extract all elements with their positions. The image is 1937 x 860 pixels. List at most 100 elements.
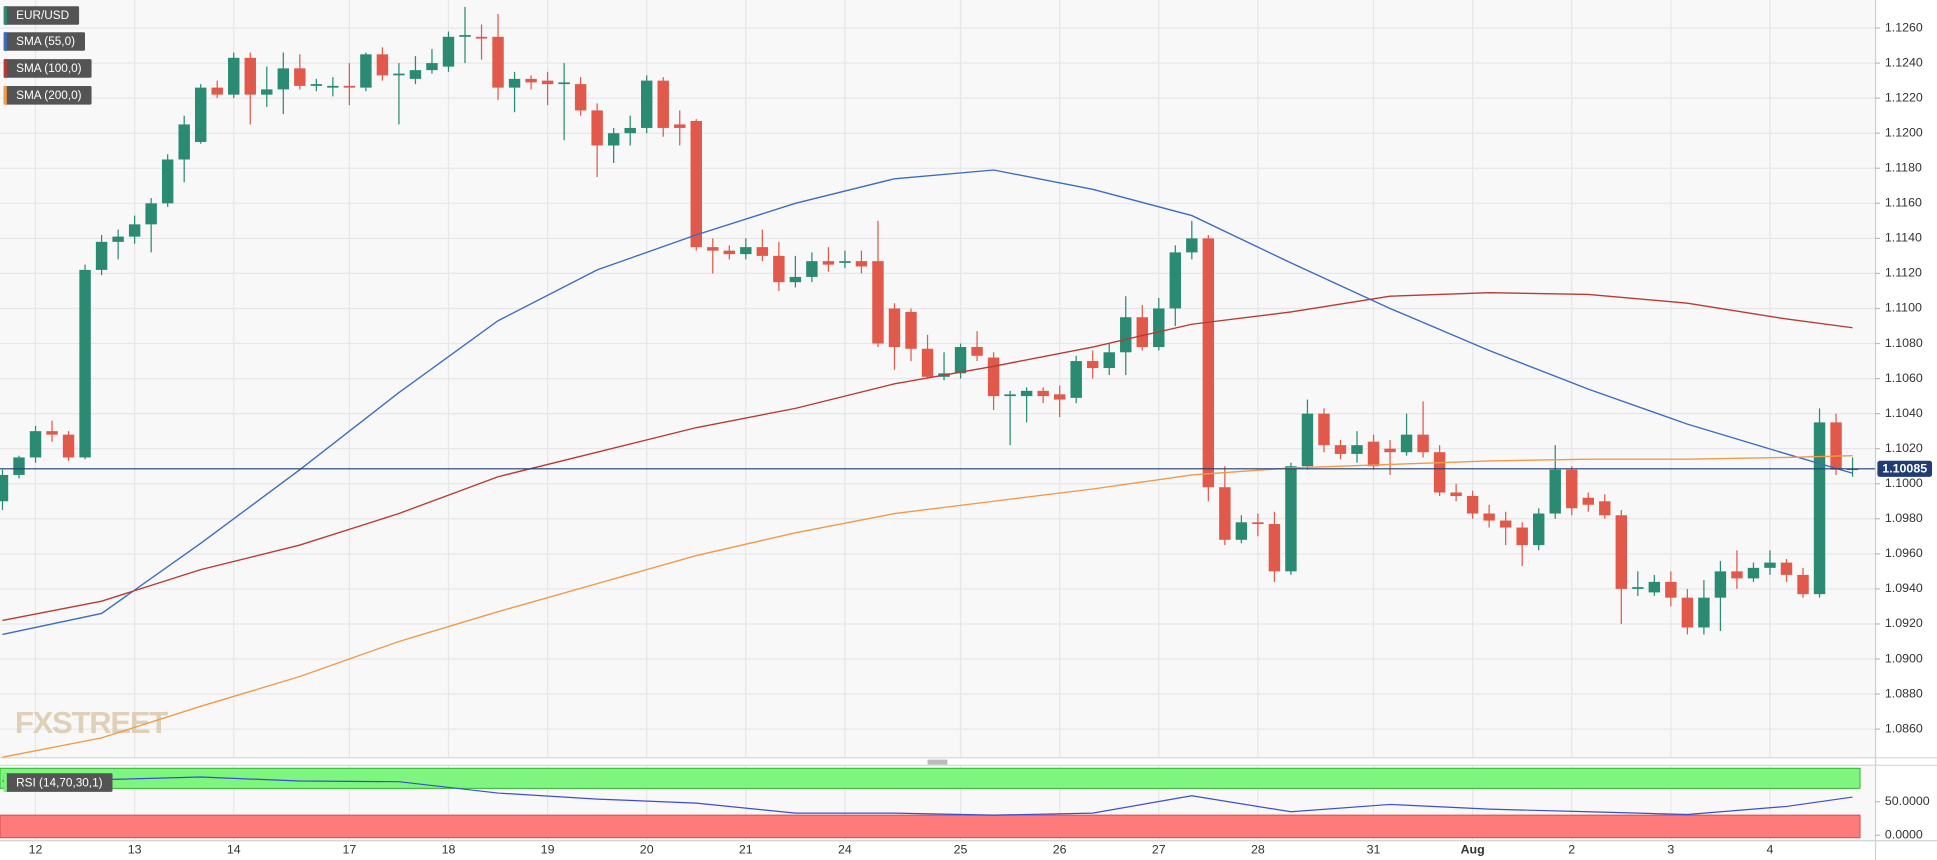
sma-line [2,455,1853,758]
y-tick-label: 1.1140 [1885,231,1922,245]
candle-body [822,261,835,265]
last-price-label: 1.10085 [1882,462,1927,476]
y-tick-label: 1.1100 [1885,301,1922,315]
x-tick-label: 14 [227,842,241,856]
candle-body [409,70,422,79]
candle-body [1020,390,1033,397]
candle-body [1483,513,1495,521]
rsi-legend[interactable]: RSI (14,70,30,1) [3,773,113,792]
legend-label[interactable]: RSI (14,70,30,1) [16,776,102,789]
x-tick-label: 2 [1568,842,1575,856]
y-tick-label: 1.1160 [1885,196,1922,210]
rsi-tick-label: 50.0000 [1885,794,1930,808]
candle-body [1153,308,1165,348]
y-tick-label: 1.1060 [1885,371,1923,385]
legend-swatch [3,773,7,792]
candle-body [1351,445,1363,454]
y-tick-label: 1.1220 [1885,90,1923,104]
candle-body [1549,469,1561,514]
candle-body [1384,448,1396,453]
watermark: FXSTREET [15,705,168,740]
legend-label[interactable]: EUR/USD [16,9,69,22]
candle-body [657,80,669,128]
resize-handle[interactable] [927,759,948,765]
y-tick-label: 1.0940 [1885,581,1923,595]
legend-swatch [3,6,7,25]
x-tick-label: 18 [442,842,456,856]
candle-body [426,63,438,71]
y-tick-label: 1.1260 [1885,20,1923,34]
candle-body [1120,317,1132,353]
legend-swatch [3,86,7,105]
candle-body [1450,492,1462,497]
candle-body [442,36,455,67]
candle-body [1780,562,1793,575]
candle-body [574,84,587,111]
candle-body [1301,413,1314,467]
x-tick-label: 26 [1053,842,1067,856]
candle-body [1086,361,1099,369]
legend-label[interactable]: SMA (200,0) [16,89,82,102]
x-tick-label: 17 [342,842,356,856]
candle-body [806,261,818,277]
legend-label[interactable]: SMA (55,0) [16,35,75,48]
y-tick-label: 1.0860 [1885,721,1923,735]
candle-body [525,78,537,83]
legend-box[interactable] [3,32,85,51]
candle-body [145,203,157,225]
x-tick-label: 24 [838,842,852,856]
candle-body [46,431,58,435]
candle-body [1846,468,1859,471]
candle-body [1219,487,1231,540]
candle-body [1252,522,1264,525]
legend-item[interactable]: SMA (55,0) [3,32,85,51]
x-tick-label: 31 [1367,842,1381,856]
candle-body [773,255,785,283]
legend-box[interactable] [3,773,113,792]
legend-box[interactable] [3,6,80,25]
y-tick-label: 1.0900 [1885,651,1923,665]
candle-body [1285,466,1297,572]
candle-body [244,57,256,95]
legend-swatch [3,32,7,51]
overbought-band [0,767,1861,789]
candle-body [508,78,521,88]
candle-body [1318,413,1330,446]
legend-item[interactable]: EUR/USD [3,6,80,25]
candle-body [211,87,223,95]
candle-body [327,85,339,88]
candle-body [723,250,736,255]
legend-item[interactable]: SMA (200,0) [3,86,92,105]
candle-body [1698,597,1710,628]
candle-body [987,357,1000,397]
candle-body [1070,361,1082,398]
candle-body [393,73,405,76]
candle-body [79,269,91,458]
legend-label[interactable]: SMA (100,0) [16,62,82,75]
sma-line [2,292,1853,622]
y-tick-label: 1.1040 [1885,406,1923,420]
candle-body [789,276,802,283]
legend-box[interactable] [3,59,92,78]
candle-body [294,68,306,86]
candle-body [194,87,207,142]
candle-body [756,247,769,256]
candle-body [1681,597,1694,628]
sma-line [2,169,1853,636]
candle-body [128,224,141,237]
oversold-band [0,814,1861,839]
y-tick-label: 1.1020 [1885,441,1923,455]
x-tick-label: 12 [29,842,43,856]
candle-body [310,84,323,86]
candle-body [921,348,934,377]
candle-body [95,241,108,270]
candle-body [855,261,868,267]
candle-body [1516,527,1528,546]
candle-body [161,159,174,204]
legend-item[interactable]: SMA (100,0) [3,59,92,78]
candle-body [1714,571,1727,598]
legend-box[interactable] [3,86,92,105]
candle-body [1615,515,1628,589]
candle-body [13,457,25,475]
